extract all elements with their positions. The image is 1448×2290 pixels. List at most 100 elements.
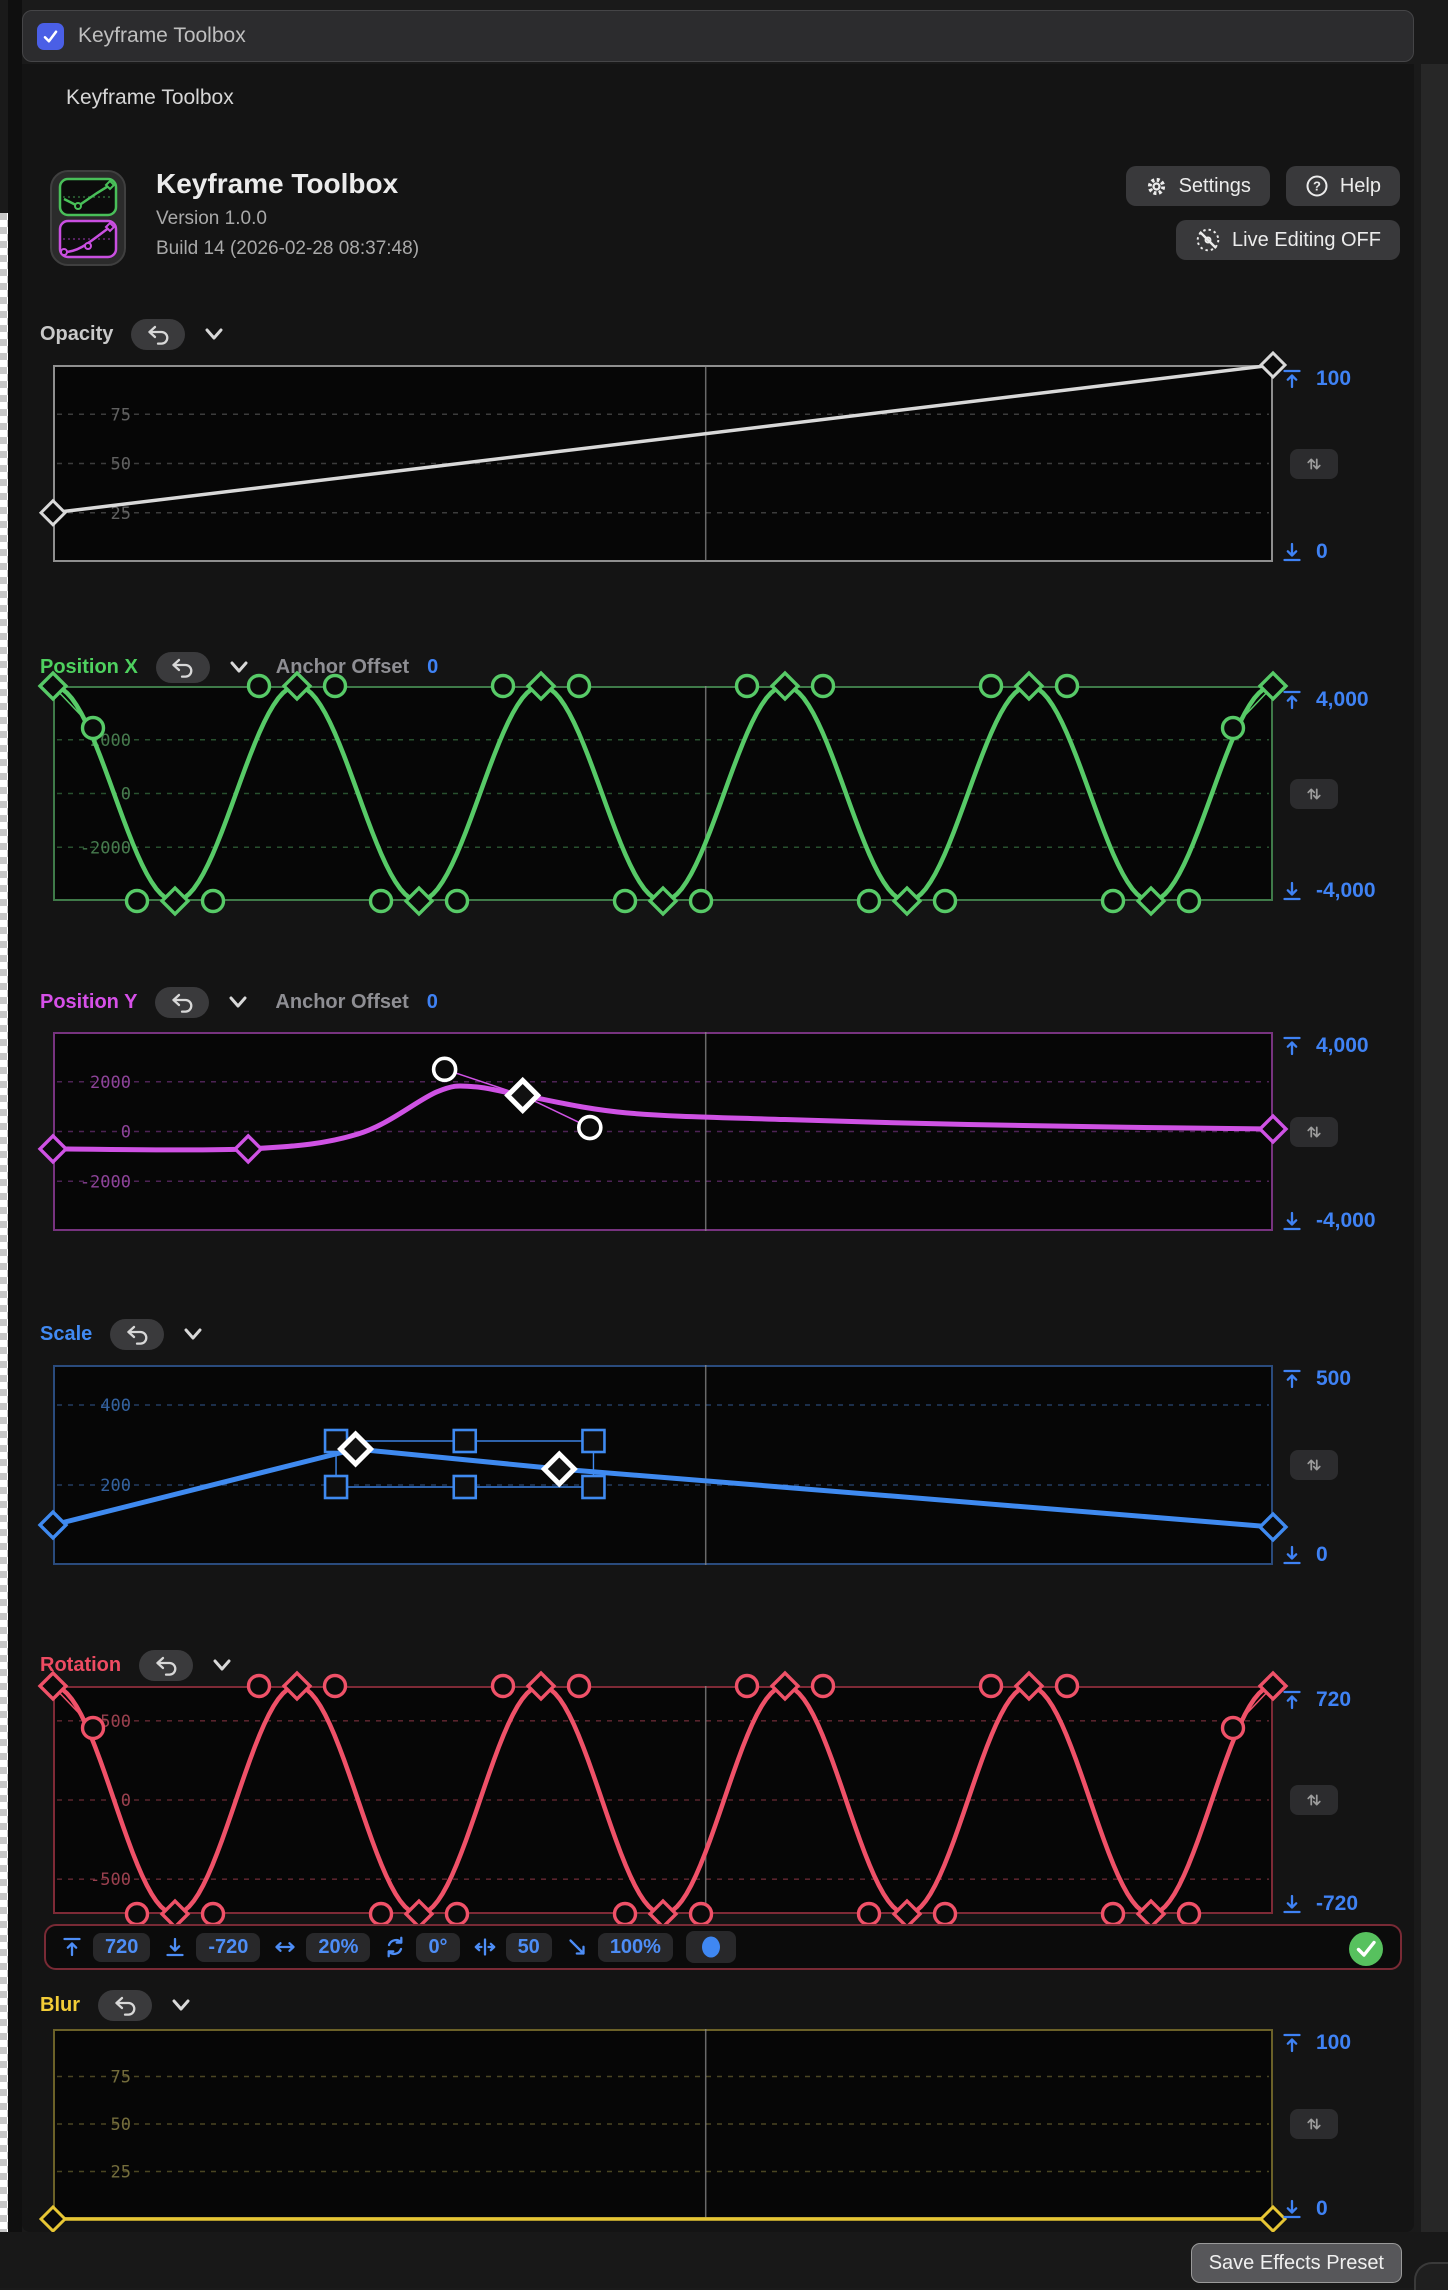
swap-vertical-icon	[1307, 2118, 1321, 2130]
expand-icon	[474, 1938, 495, 1956]
keyframe-handle	[1176, 888, 1202, 914]
max-bound-value[interactable]: 4,000	[1316, 688, 1369, 711]
rotation-min-field[interactable]: -720	[196, 1932, 261, 1962]
selection-handle	[581, 1428, 606, 1454]
reset-button[interactable]	[155, 986, 210, 1018]
keyframe-handle	[1100, 888, 1126, 914]
keyframe-diamond	[1135, 885, 1167, 917]
keyframe-graph[interactable]: 75 50 25	[38, 2029, 1288, 2234]
live-editing-label: Live Editing OFF	[1232, 228, 1381, 251]
reset-button[interactable]	[98, 1989, 152, 2021]
axis-tick-label: 75	[111, 405, 131, 425]
keyframe-handle	[734, 1673, 760, 1699]
axis-tick-label: 75	[111, 2068, 131, 2088]
help-button[interactable]: ? Help	[1285, 166, 1400, 206]
keyframe-diamond	[525, 670, 557, 702]
app-build: Build 14 (2026-02-28 08:37:48)	[156, 238, 420, 259]
keyframe-diamond	[232, 1133, 264, 1165]
save-effects-preset-button[interactable]: Save Effects Preset	[1190, 2243, 1402, 2283]
keyframe-diamond	[891, 1898, 923, 1930]
keyframe-handle	[80, 1715, 106, 1741]
live-editing-toggle[interactable]: Live Editing OFF	[1176, 220, 1400, 260]
chevron-down-icon[interactable]	[170, 1997, 192, 2013]
swap-bounds-button[interactable]	[1290, 1450, 1338, 1480]
status-ok-icon	[1348, 1931, 1384, 1967]
window-title: Keyframe Toolbox	[78, 24, 246, 47]
loop-icon	[387, 1936, 403, 1958]
axis-tick-label: 400	[100, 1396, 131, 1416]
rotation-width-field[interactable]: 50	[505, 1932, 552, 1962]
min-bound-value[interactable]: 0	[1316, 2197, 1328, 2220]
rotation-angle-field[interactable]: 0°	[416, 1932, 460, 1962]
chevron-down-icon[interactable]	[211, 1657, 233, 1673]
max-bound-value[interactable]: 100	[1316, 2031, 1352, 2054]
keyframe-handle	[444, 888, 470, 914]
max-bound-icon	[1280, 1034, 1304, 1058]
keyframe-diamond	[159, 1898, 191, 1930]
effect-titlebar: Keyframe Toolbox	[22, 10, 1414, 62]
max-bound-value[interactable]: 720	[1316, 1688, 1352, 1711]
axis-tick-label: 200	[100, 1476, 131, 1496]
swap-vertical-icon	[1307, 1794, 1321, 1806]
min-bound-value[interactable]: -4,000	[1316, 1209, 1376, 1232]
keyframe-handle	[246, 1673, 272, 1699]
app-version: Version 1.0.0	[156, 208, 267, 229]
swap-bounds-button[interactable]	[1290, 2109, 1338, 2139]
shape-ellipse-button[interactable]	[685, 1931, 736, 1963]
min-bound-value[interactable]: 0	[1316, 1543, 1328, 1566]
swap-bounds-button[interactable]	[1290, 1785, 1338, 1815]
keyframe-handle	[80, 715, 106, 741]
keyframe-graph[interactable]: 500 0 -500	[37, 1670, 1289, 1930]
keyframe-diamond	[504, 1076, 542, 1114]
max-bound-value[interactable]: 100	[1316, 367, 1352, 390]
max-bound-value[interactable]: 500	[1316, 1367, 1352, 1390]
keyframe-graph[interactable]: 2000 0 -2000	[37, 670, 1289, 917]
selection-handle	[452, 1474, 478, 1500]
min-bound-icon	[1280, 1892, 1304, 1916]
chevron-down-icon[interactable]	[182, 1326, 204, 1342]
rotation-amount-field[interactable]: 100%	[597, 1932, 673, 1962]
keyframe-diamond	[38, 2204, 68, 2234]
anchor-offset-value[interactable]: 0	[427, 655, 439, 678]
axis-tick-label: 0	[121, 1123, 131, 1143]
rotation-max-field[interactable]: 720	[93, 1932, 151, 1962]
keyframe-graph[interactable]: 75 50 25	[38, 350, 1288, 562]
chevron-down-icon[interactable]	[203, 326, 225, 342]
keyframe-handle	[612, 888, 638, 914]
keyframe-graph[interactable]: 400 200	[37, 1365, 1289, 1565]
scrollbar-track[interactable]	[1421, 64, 1448, 2232]
reset-button[interactable]	[110, 1318, 165, 1350]
swap-bounds-button[interactable]	[1290, 448, 1338, 479]
rotation-phase-field[interactable]: 20%	[306, 1932, 371, 1962]
keyframe-diamond	[159, 885, 191, 917]
keyframe-graph[interactable]: 2000 0 -2000	[37, 1032, 1289, 1231]
chevron-down-icon[interactable]	[228, 659, 250, 675]
parameter-label: Rotation	[40, 1653, 122, 1676]
checkmark-icon	[43, 29, 58, 43]
effect-enable-checkbox[interactable]	[37, 22, 64, 50]
keyframe-diamond	[1135, 1898, 1167, 1930]
undo-icon	[114, 1996, 135, 2016]
max-bound-value[interactable]: 4,000	[1316, 1034, 1369, 1057]
min-bound-value[interactable]: 0	[1316, 540, 1328, 563]
rotation-toolbar: 720 -720 20% 0° 50 100%	[44, 1924, 1402, 1970]
min-bound-value[interactable]: -4,000	[1316, 879, 1376, 902]
diagonal-icon	[569, 1939, 585, 1955]
reset-button[interactable]	[131, 318, 186, 350]
settings-button[interactable]: Settings	[1125, 166, 1270, 206]
swap-vertical-icon	[1307, 1126, 1321, 1137]
minbar-icon	[1283, 2199, 1301, 2219]
keyframe-diamond	[540, 1450, 578, 1488]
help-icon: ?	[1306, 175, 1328, 197]
maxbar-icon	[1283, 690, 1301, 710]
help-label: Help	[1339, 174, 1381, 197]
axis-tick-label: 50	[111, 455, 131, 475]
swap-bounds-button[interactable]	[1290, 1116, 1338, 1147]
chevron-down-icon[interactable]	[227, 994, 249, 1010]
reset-button[interactable]	[139, 1649, 194, 1681]
min-bound-value[interactable]: -720	[1316, 1892, 1359, 1915]
keyframe-diamond	[403, 885, 435, 917]
swap-bounds-button[interactable]	[1290, 778, 1338, 809]
anchor-offset-value[interactable]: 0	[426, 990, 438, 1013]
reset-button[interactable]	[155, 651, 210, 683]
